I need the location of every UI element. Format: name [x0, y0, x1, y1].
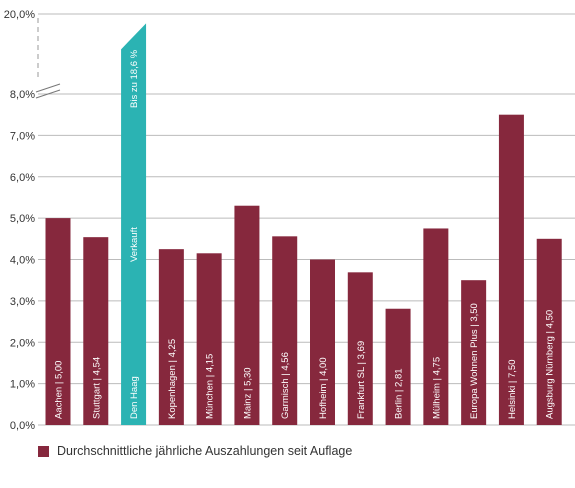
bar-data-label: Helsinki | 7,50	[507, 360, 518, 420]
bar-münchen	[196, 253, 222, 425]
bar-hofheim	[310, 259, 335, 425]
bar-stuttgart	[83, 237, 109, 425]
bar-data-label: Berlin | 2,81	[394, 368, 405, 419]
bar-europa-wohnen-plus	[461, 280, 487, 425]
bar-data-label: Mülheim | 4,75	[431, 357, 442, 419]
highlight-annotation: Bis zu 18,6 %	[129, 49, 140, 108]
legend-label: Durchschnittliche jährliche Auszahlungen…	[57, 444, 353, 458]
y-tick-label: 1,0%	[10, 379, 35, 391]
highlight-annotation: Verkauft	[129, 227, 140, 262]
bar-kopenhagen	[158, 249, 184, 425]
y-tick-label: 6,0%	[10, 172, 35, 184]
bar-frankfurt-sl	[347, 272, 373, 425]
y-tick-label: 4,0%	[10, 255, 35, 267]
bar-data-label: Hofheim | 4,00	[318, 357, 329, 419]
bar-helsinki	[498, 114, 524, 425]
bar-augsburg-nürnberg	[536, 238, 562, 425]
y-tick-label: 5,0%	[10, 213, 35, 225]
bar-data-label: Kopenhagen | 4,25	[167, 339, 178, 419]
bar-data-label: Frankfurt SL | 3,69	[356, 341, 367, 419]
bar-data-label: München | 4,15	[205, 354, 216, 419]
bar-aachen	[45, 218, 71, 425]
y-tick-label: 3,0%	[10, 296, 35, 308]
bar-mainz	[234, 205, 260, 425]
bar-chart: 0,0% 1,0% 2,0% 3,0% 4,0% 5,0% 6,0% 7,0% 8,0% 20,0…	[4, 9, 575, 432]
bar-data-label: Stuttgart | 4,54	[91, 357, 102, 419]
bar-data-label: Europa Wohnen Plus | 3,50	[469, 303, 480, 419]
y-tick-label: 7,0%	[10, 130, 35, 142]
axis-break-mark	[35, 83, 61, 93]
y-tick-label: 20,0%	[4, 9, 35, 21]
bar-data-label: Aachen | 5,00	[54, 361, 65, 419]
y-tick-label: 2,0%	[10, 337, 35, 349]
bar-berlin	[385, 308, 411, 425]
y-tick-label: 0,0%	[10, 420, 35, 432]
axis-break-mark	[35, 89, 61, 99]
bar-den-haag	[121, 23, 147, 425]
y-tick-label: 8,0%	[10, 89, 35, 101]
bar-mülheim	[423, 228, 449, 425]
legend-swatch	[38, 445, 49, 457]
bar-data-label: Mainz | 5,30	[242, 367, 253, 419]
bar-data-label: Den Haag	[129, 376, 140, 419]
legend: Durchschnittliche jährliche Auszahlungen…	[38, 444, 352, 458]
bar-data-label: Garmisch | 4,56	[280, 352, 291, 419]
bar-garmisch	[272, 236, 298, 425]
bar-data-label: Augsburg Nürnberg | 4,50	[545, 310, 556, 419]
